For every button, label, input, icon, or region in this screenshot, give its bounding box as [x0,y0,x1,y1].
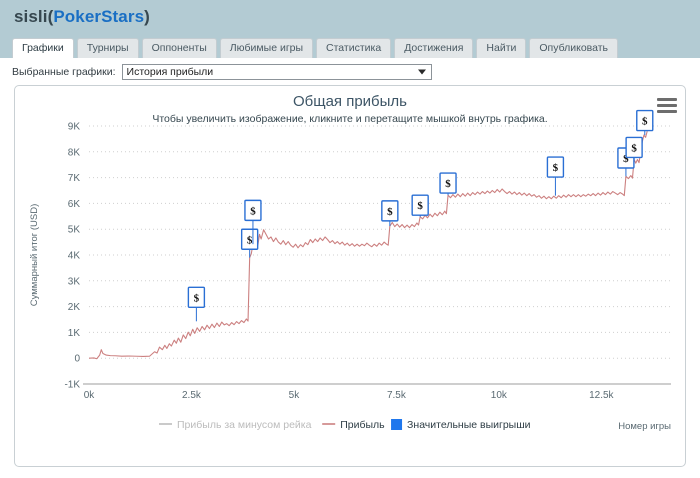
y-tick-label: 9K [68,122,81,133]
tab-2[interactable]: Оппоненты [141,38,217,58]
y-tick-label: 1K [68,328,81,339]
open-paren: ( [47,7,54,26]
marker-box[interactable] [625,136,643,159]
x-tick-label: 0k [84,390,96,401]
y-tick-label: 3K [68,276,81,287]
x-tick-label: 5k [289,390,301,401]
significant-win-marker[interactable]: $ [187,286,206,322]
significant-win-marker[interactable]: $ [381,200,399,227]
marker-dollar-label: $ [445,178,451,190]
x-tick-label: 12.5k [589,390,614,401]
y-tick-label: 4K [68,251,81,262]
marker-dollar-label: $ [247,234,253,246]
hamburger-line-1 [657,98,677,101]
y-axis-title: Суммарный итог (USD) [29,204,40,306]
marker-box[interactable] [439,172,457,194]
y-tick-label: 2K [68,302,81,313]
legend-label-1[interactable]: Прибыль [340,419,385,431]
legend-label-2[interactable]: Значительные выигрыши [407,419,531,431]
marker-dollar-label: $ [642,116,648,128]
y-tick-label: 0 [74,354,80,365]
marker-dollar-label: $ [250,205,256,217]
close-paren: ) [144,7,150,26]
tab-label: Опубликовать [539,42,609,54]
y-tick-label: -1K [64,380,80,391]
significant-win-marker[interactable]: $ [411,194,429,217]
marker-box[interactable] [636,109,654,132]
tab-6[interactable]: Найти [476,38,527,58]
chart-selector-row: Выбранные графики: История прибыли [12,64,432,80]
tab-1[interactable]: Турниры [76,38,139,58]
significant-win-marker[interactable]: $ [636,109,654,136]
profit-history-chart[interactable]: -1K 0 1K 2K 3K 4K 5K 6K 7K 8K 9K 0k 2.5k 5k 7.5k 10k 12.… [15,86,685,466]
legend-label-0[interactable]: Прибыль за минусом рейка [177,419,312,431]
x-tick-label: 7.5k [387,390,407,401]
tab-label: Статистика [326,42,382,54]
series-line-Прибыль [88,131,648,360]
x-tick-label: 2.5k [182,390,202,401]
y-tick-label: 6K [68,199,81,210]
x-tick-label: 10k [491,390,508,401]
chart-select-label: Выбранные графики: [12,66,116,78]
tab-label: Достижения [404,42,464,54]
page-title: sisli(PokerStars) [14,7,150,27]
tab-label: Графики [22,42,64,54]
significant-win-marker[interactable]: $ [240,228,259,258]
hamburger-menu-icon[interactable] [657,98,677,113]
hamburger-line-3 [657,110,677,113]
tab-label: Любимые игры [229,42,304,54]
significant-win-marker[interactable]: $ [625,136,643,160]
hamburger-line-2 [657,104,677,107]
significant-win-marker[interactable]: $ [244,199,262,245]
marker-box[interactable] [244,199,262,222]
chart-select[interactable]: История прибыли [121,64,432,80]
player-name: sisli [14,7,48,26]
marker-dollar-label: $ [623,153,629,165]
chart-panel: Общая прибыль Чтобы увеличить изображени… [14,85,686,467]
marker-dollar-label: $ [631,142,637,154]
y-tick-label: 5K [68,225,81,236]
marker-dollar-label: $ [387,206,393,218]
tab-4[interactable]: Статистика [316,38,392,58]
tab-label: Турниры [86,42,129,54]
marker-dollar-label: $ [553,162,559,174]
y-tick-label: 8K [68,147,81,158]
chart-subtitle: Чтобы увеличить изображение, кликните и … [152,113,548,125]
chart-plot-area[interactable]: -1K 0 1K 2K 3K 4K 5K 6K 7K 8K 9K 0k 2.5k 5k 7.5k 10k 12.… [15,86,685,466]
significant-win-marker[interactable]: $ [439,172,457,196]
legend-swatch-2[interactable] [391,419,403,430]
tab-5[interactable]: Достижения [394,38,474,58]
chart-title: Общая прибыль [292,93,408,110]
tab-label: Оппоненты [151,42,207,54]
marker-box[interactable] [546,156,565,178]
marker-box[interactable] [240,228,259,250]
y-tick-label: 7K [68,173,81,184]
chart-legend: Прибыль за минусом рейка Прибыль Значитель… [159,419,531,431]
significant-win-marker[interactable]: $ [546,156,565,196]
tab-7[interactable]: Опубликовать [529,38,619,58]
tab-0[interactable]: Графики [12,38,74,58]
marker-dollar-label: $ [417,200,423,212]
marker-box[interactable] [381,200,399,222]
marker-dollar-label: $ [194,292,200,304]
tab-label: Найти [486,42,517,54]
marker-box[interactable] [187,286,206,309]
tab-3[interactable]: Любимые игры [219,38,314,58]
main-tabbar: Графики Турниры Оппоненты Любимые игры Стати… [12,38,619,58]
page-header: sisli(PokerStars) Графики Турниры Оппонент… [0,0,700,58]
x-axis-title: Номер игры [618,421,671,432]
chart-select-value: История прибыли [126,66,214,78]
site-link[interactable]: PokerStars [53,7,145,26]
chevron-down-icon [417,69,426,75]
marker-box[interactable] [411,194,429,216]
